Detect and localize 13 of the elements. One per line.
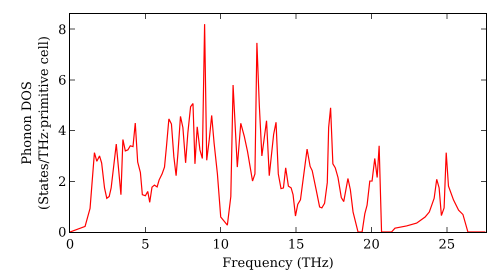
x-axis-title: Frequency (THz) (222, 256, 334, 272)
x-tick-label: 5 (141, 238, 150, 253)
y-axis-title: Phonon DOS (States/THz·primitive cell) (20, 36, 52, 210)
line-series (70, 24, 486, 232)
x-tick-label: 10 (212, 238, 229, 253)
y-tick-label: 8 (58, 22, 66, 38)
x-tick-label: 15 (288, 238, 304, 253)
y-tick-label: 4 (58, 124, 66, 140)
y-tick-label: 6 (58, 73, 66, 88)
x-tick-label: 20 (363, 238, 380, 253)
y-tick-label: 0 (58, 226, 66, 241)
y-tick-label: 2 (58, 174, 66, 190)
x-tick-label: 25 (438, 238, 456, 253)
